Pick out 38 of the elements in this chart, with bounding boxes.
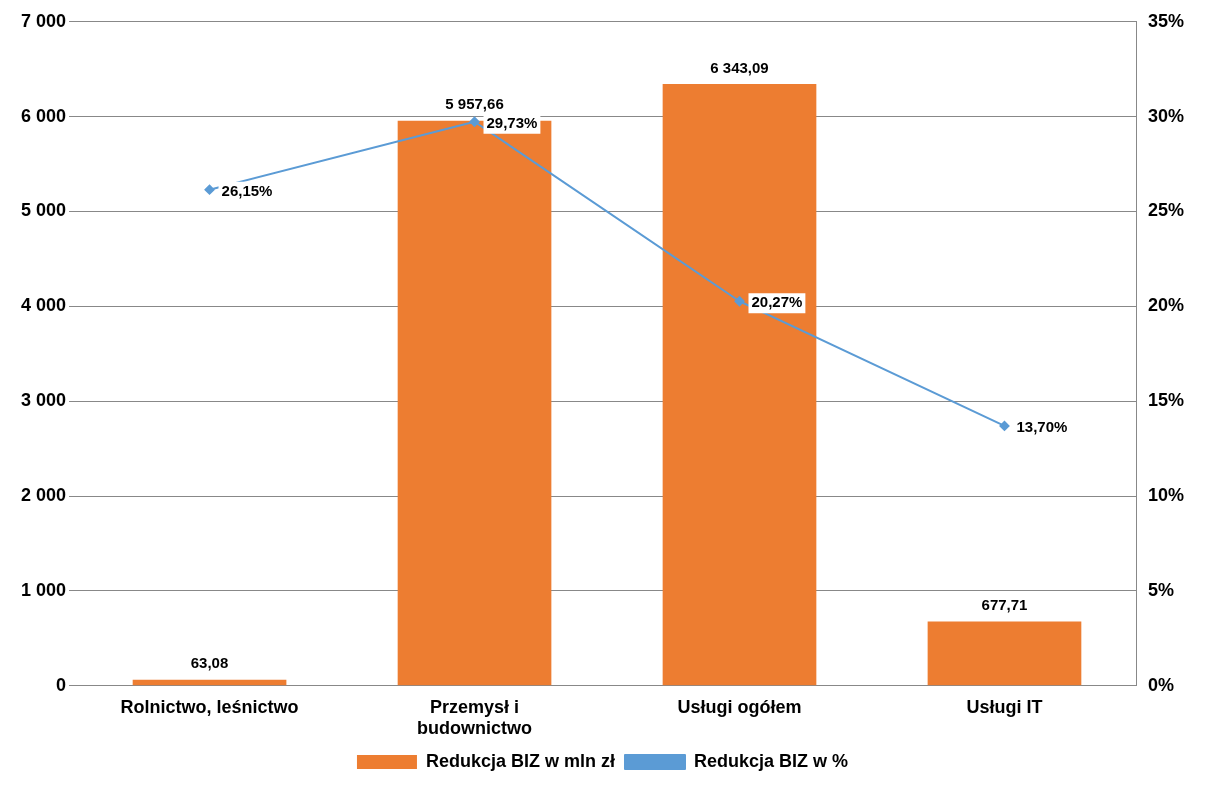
data-label: 5 957,66 [445,95,504,113]
bar [662,84,817,686]
y2-tick-label: 35% [1147,10,1184,31]
data-label: 677,71 [981,596,1028,614]
bar [132,679,287,686]
data-label: 26,15% [221,181,273,199]
point [469,116,480,127]
x-tick-label: Usługi IT [966,696,1043,717]
bar [927,621,1082,686]
x-tick-label: Rolnictwo, leśnictwo [120,696,299,717]
y-tick-label: 3 000 [21,390,67,411]
y2-tick-label: 15% [1147,390,1184,411]
y-tick-label: 7 000 [21,10,67,31]
y-tick-label: 0 [56,674,67,695]
y2-tick-label: 25% [1147,200,1184,221]
y2-tick-label: 5% [1147,579,1174,600]
point [999,420,1010,431]
y-tick-label: 5 000 [21,200,67,221]
data-label: 29,73% [486,113,538,131]
legend-label: Redukcja BIZ w mln zł [425,750,616,771]
y2-tick-label: 30% [1147,105,1184,126]
bar [397,120,552,686]
point [204,184,215,195]
data-label: 13,70% [1016,418,1068,436]
legend-label: Redukcja BIZ w % [694,750,849,771]
y2-tick-label: 20% [1147,295,1184,316]
y2-tick-label: 0% [1147,674,1174,695]
y-tick-label: 2 000 [21,485,67,506]
x-tick-label: Przemysł i budownictwo [417,696,533,739]
x-tick-label: Usługi ogółem [677,696,802,717]
y-tick-label: 6 000 [21,105,67,126]
data-label: 6 343,09 [710,58,769,76]
y-tick-label: 1 000 [21,579,67,600]
point [734,296,745,307]
data-label: 20,27% [751,293,803,311]
y-tick-label: 4 000 [21,295,67,316]
data-label: 63,08 [190,654,229,672]
y2-tick-label: 10% [1147,485,1184,506]
